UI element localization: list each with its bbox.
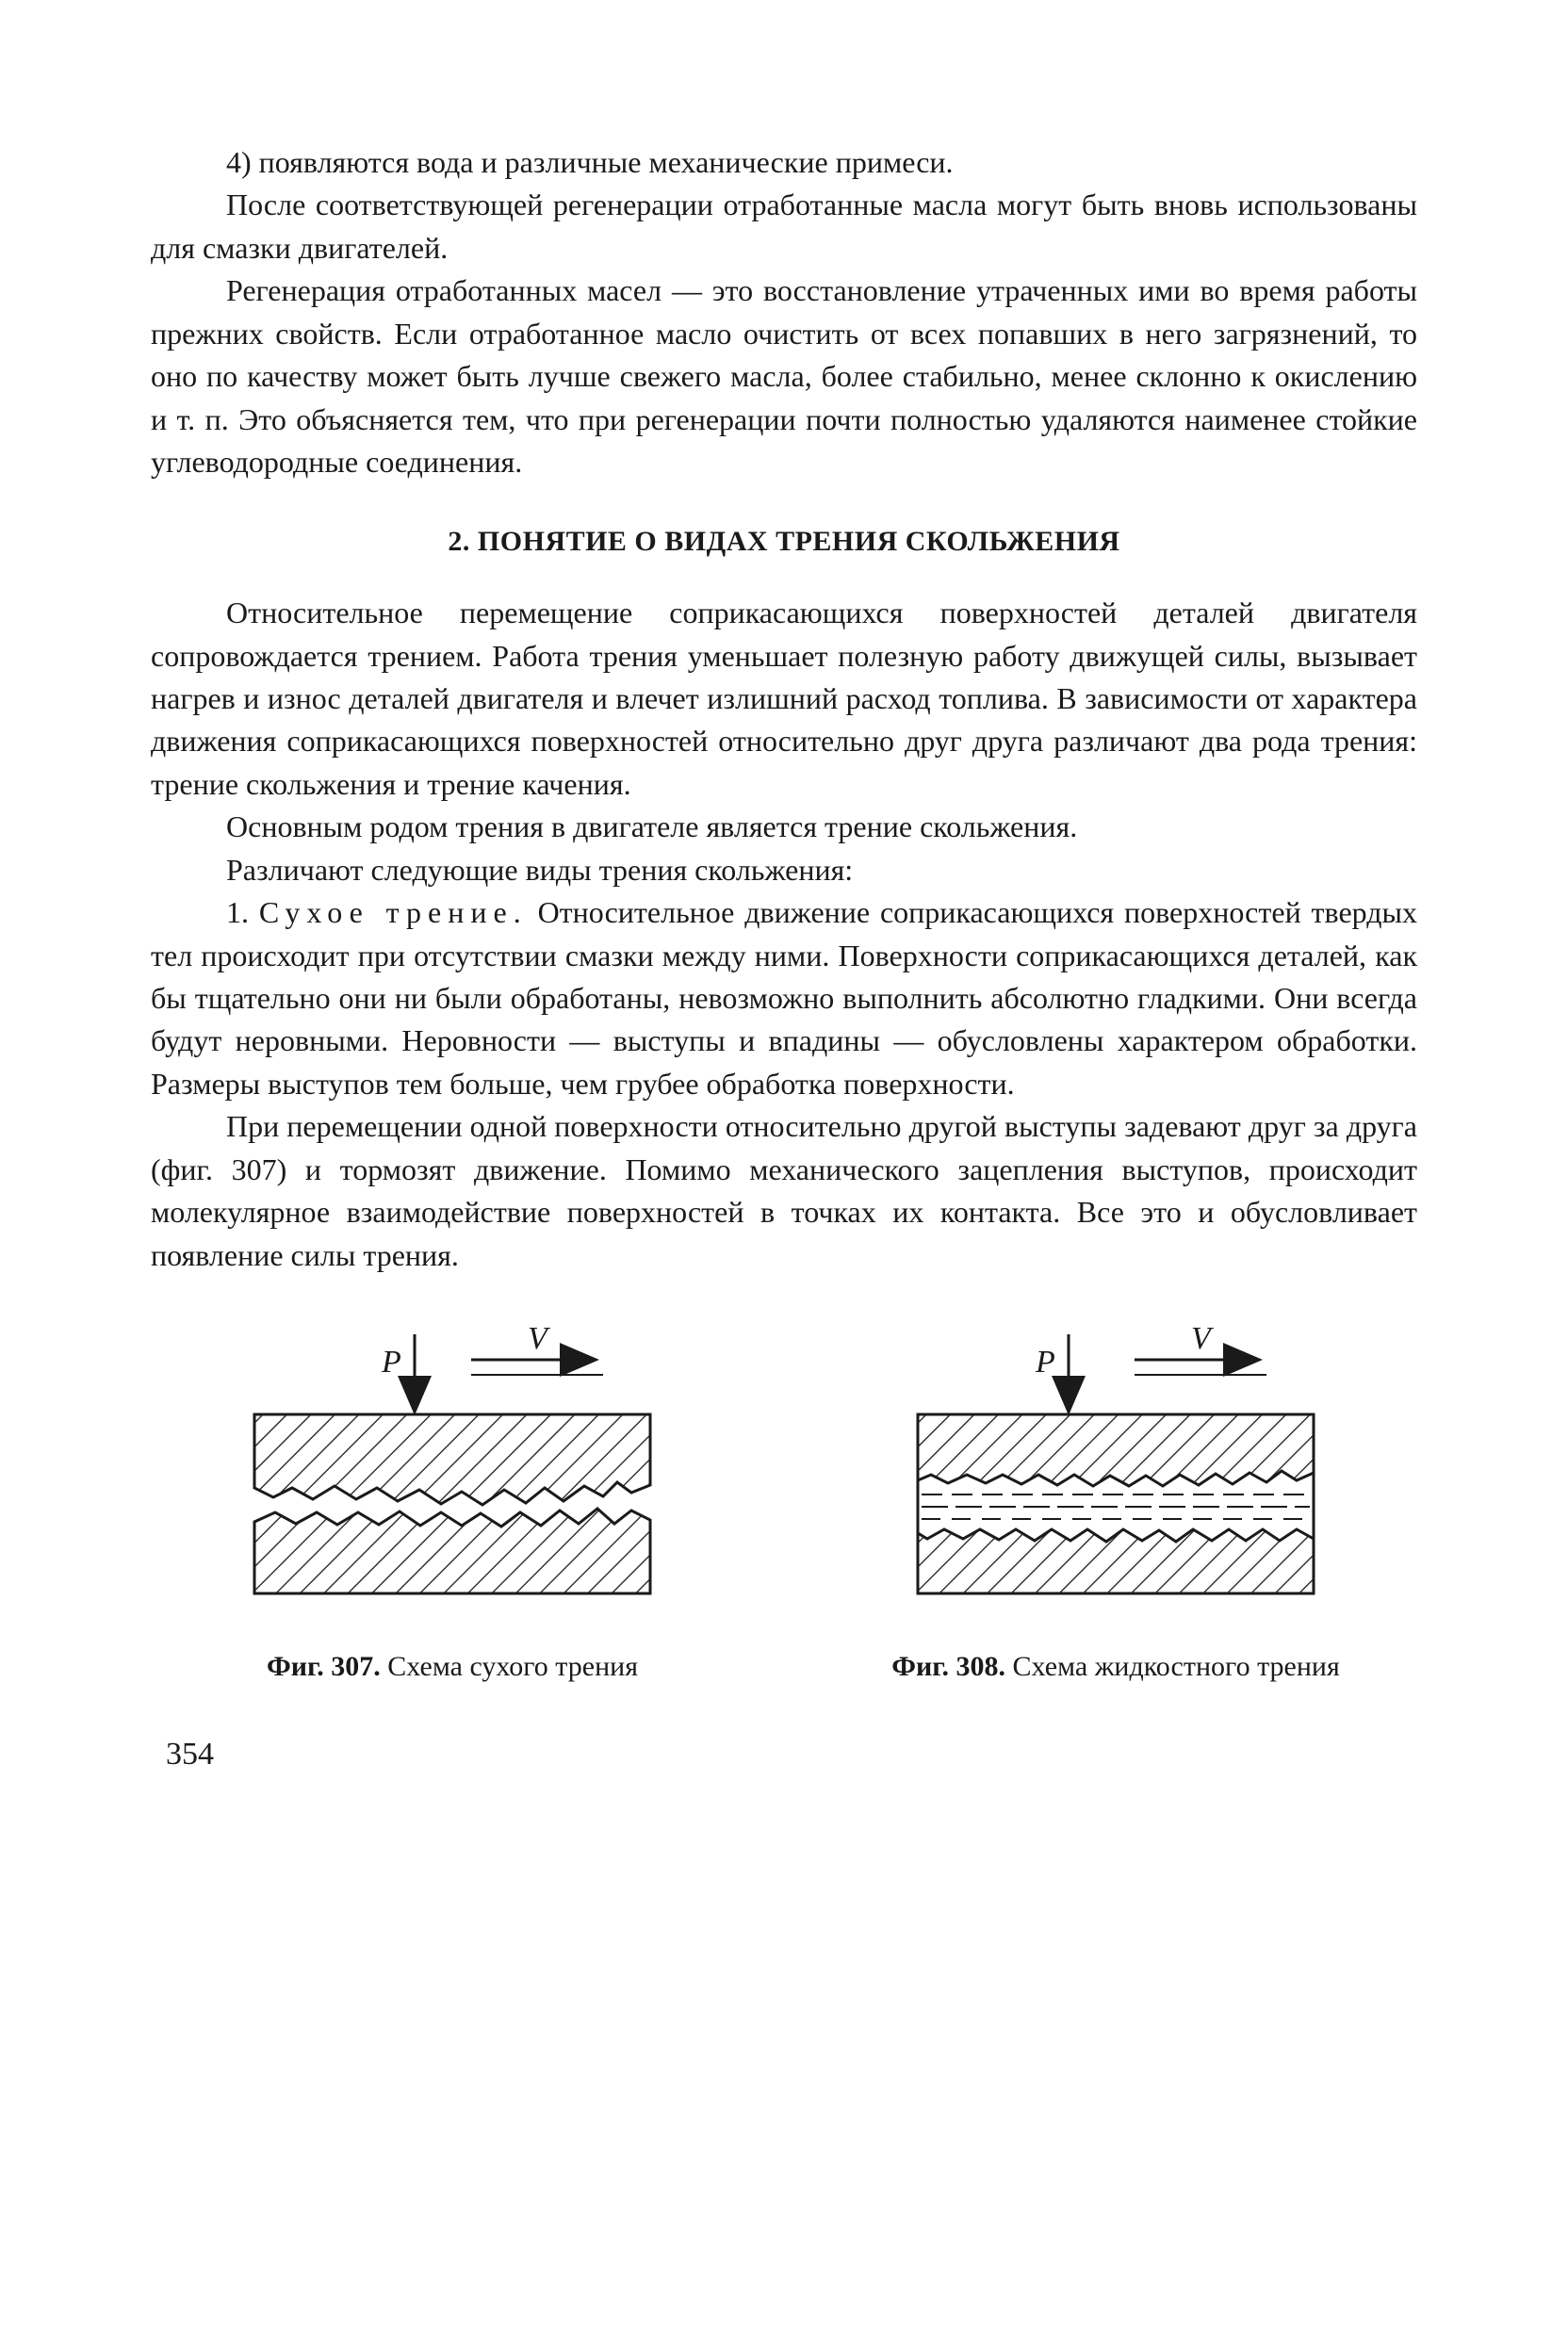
figures-row: P V Фиг. 307. Схема сухого трения [151,1320,1417,1687]
paragraph-7: 1. Сухое трение. Относительное движение … [151,891,1417,1105]
item-number: 1. [226,895,259,929]
figure-307-diagram: P V [188,1320,716,1622]
figure-307-caption: Фиг. 307. Схема сухого трения [267,1648,638,1687]
figure-307-caption-bold: Фиг. 307. [267,1651,381,1682]
figure-308-caption: Фиг. 308. Схема жидкостного трения [891,1648,1340,1687]
figure-307-caption-text: Схема сухого трения [381,1651,638,1682]
paragraph-5: Основным родом трения в двигателе являет… [151,806,1417,848]
term-spaced: Сухое трение. [259,895,528,929]
figure-307-block: P V Фиг. 307. Схема сухого трения [151,1320,754,1687]
paragraph-3: Регенерация отработанных масел — это вос… [151,270,1417,483]
figure-307-label-p: P [381,1345,401,1380]
figure-308-diagram: P V [852,1320,1380,1622]
paragraph-6: Различают следующие виды трения скольжен… [151,849,1417,891]
section-title: 2. ПОНЯТИЕ О ВИДАХ ТРЕНИЯ СКОЛЬЖЕНИЯ [151,522,1417,563]
paragraph-8: При перемещении одной поверхности относи… [151,1105,1417,1277]
figure-308-caption-bold: Фиг. 308. [891,1651,1005,1682]
figure-308-label-p: P [1035,1345,1055,1380]
figure-308-block: P V Фиг. 308. Схема жидкостного трения [814,1320,1417,1687]
figure-307-label-v: V [528,1321,551,1356]
paragraph-2: После соответствующей регенерации отрабо… [151,184,1417,270]
paragraph-item4: 4) появляются вода и различные механичес… [151,141,1417,184]
paragraph-4: Относительное перемещение соприкасающихс… [151,592,1417,806]
figure-308-caption-text: Схема жидкостного трения [1005,1651,1340,1682]
figure-308-label-v: V [1191,1321,1215,1356]
page-number: 354 [166,1732,1417,1777]
